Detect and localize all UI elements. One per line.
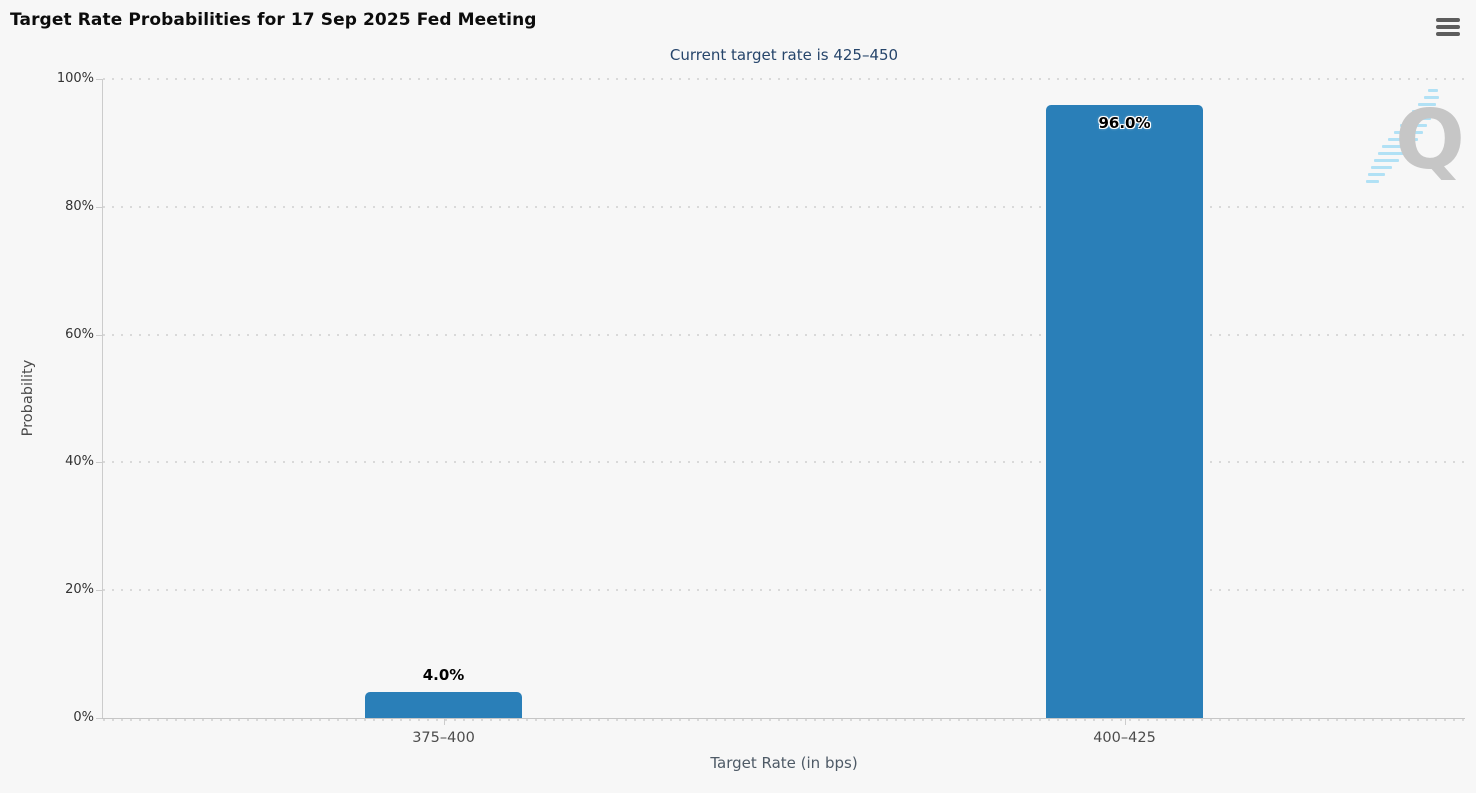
y-tick-label: 100% — [56, 71, 94, 86]
y-tick-label: 0% — [73, 710, 94, 725]
y-tick-mark — [96, 79, 102, 80]
y-tick-mark — [96, 206, 102, 208]
x-tick-label: 375–400 — [412, 730, 475, 746]
hamburger-menu-icon — [1436, 32, 1460, 36]
x-tick-mark — [1124, 719, 1126, 725]
y-tick-label: 40% — [65, 454, 94, 470]
x-tick-label: 400–425 — [1093, 730, 1156, 746]
x-axis-title: Target Rate (in bps) — [710, 754, 858, 772]
y-tick-mark — [96, 462, 102, 464]
gridline — [103, 589, 1465, 592]
chart-subtitle: Current target rate is 425–450 — [669, 46, 899, 64]
probability-bar[interactable] — [365, 692, 522, 718]
y-tick-label: 20% — [65, 582, 94, 598]
gridline — [103, 78, 1465, 80]
y-tick-label: 80% — [65, 198, 94, 214]
hamburger-menu-icon — [1436, 18, 1460, 22]
x-tick-mark — [443, 719, 445, 725]
bar-value-label: 96.0% — [1098, 113, 1151, 132]
plot-area: 4.0% 96.0% — [102, 78, 1465, 721]
probability-bar[interactable] — [1046, 104, 1203, 718]
hamburger-menu-icon — [1436, 25, 1460, 29]
gridline — [103, 719, 1465, 721]
gridline — [103, 333, 1465, 336]
y-tick-label: 60% — [65, 326, 94, 342]
gridline — [103, 461, 1465, 464]
y-tick-mark — [96, 334, 102, 336]
bar-value-label: 4.0% — [422, 666, 465, 685]
chart-context-menu-button[interactable] — [1434, 15, 1462, 39]
y-tick-mark — [96, 718, 102, 719]
page-title: Target Rate Probabilities for 17 Sep 202… — [10, 10, 537, 30]
x-axis-line — [102, 718, 1465, 719]
gridline — [103, 205, 1465, 208]
y-tick-mark — [96, 590, 102, 592]
y-axis-line — [102, 79, 103, 719]
y-axis-title: Probability — [20, 359, 36, 437]
